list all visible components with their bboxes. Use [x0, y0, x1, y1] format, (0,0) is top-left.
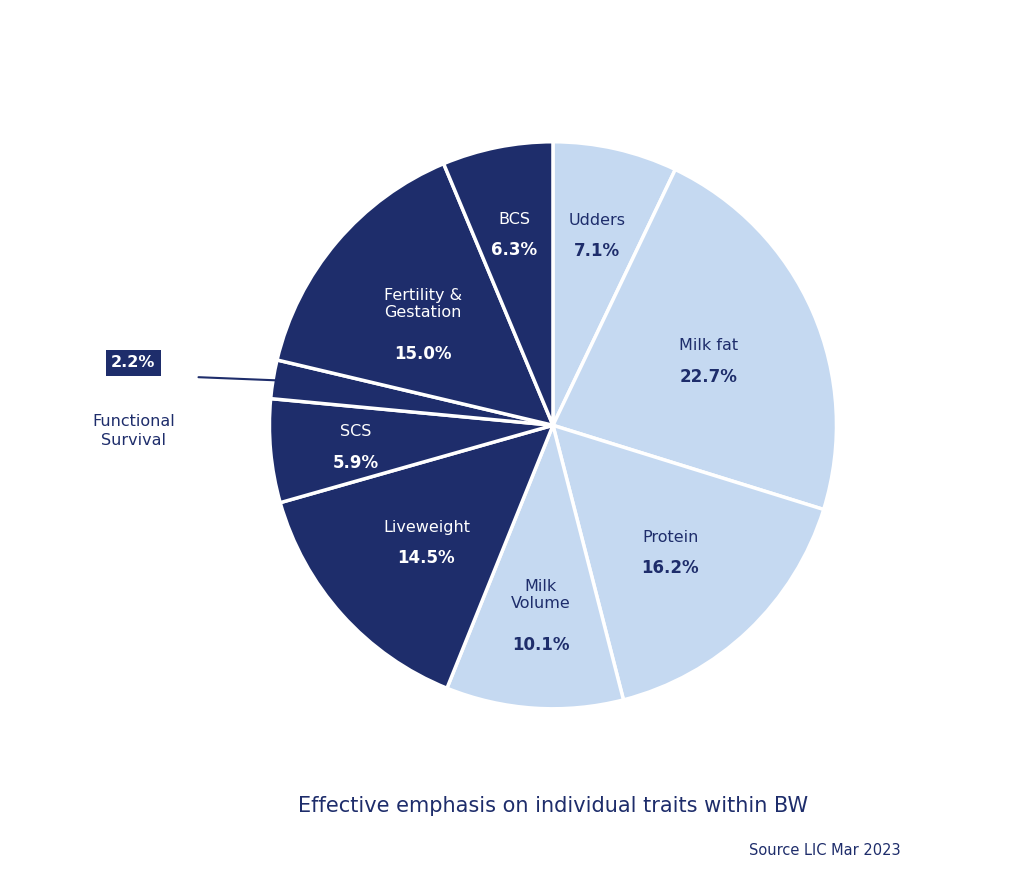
Wedge shape — [553, 142, 675, 425]
Text: Source LIC Mar 2023: Source LIC Mar 2023 — [750, 843, 901, 858]
Text: SCS: SCS — [340, 424, 371, 439]
Text: 10.1%: 10.1% — [512, 636, 569, 654]
Text: 16.2%: 16.2% — [641, 559, 699, 577]
Text: BCS: BCS — [498, 212, 530, 227]
Wedge shape — [553, 169, 837, 509]
Text: 5.9%: 5.9% — [332, 454, 379, 471]
Text: Fertility &
Gestation: Fertility & Gestation — [384, 288, 462, 320]
Wedge shape — [446, 425, 624, 709]
Text: Functional
Survival: Functional Survival — [92, 414, 175, 447]
Wedge shape — [270, 360, 553, 425]
Wedge shape — [269, 399, 553, 502]
Wedge shape — [281, 425, 553, 688]
Text: 14.5%: 14.5% — [397, 549, 456, 567]
Text: Milk
Volume: Milk Volume — [511, 579, 570, 611]
Text: 22.7%: 22.7% — [680, 368, 738, 385]
Text: Effective emphasis on individual traits within BW: Effective emphasis on individual traits … — [298, 797, 808, 816]
Text: 6.3%: 6.3% — [490, 241, 537, 259]
Text: 15.0%: 15.0% — [394, 345, 452, 362]
Wedge shape — [553, 425, 823, 700]
Text: Milk fat: Milk fat — [679, 338, 738, 354]
Text: 7.1%: 7.1% — [573, 242, 620, 260]
Wedge shape — [278, 164, 553, 425]
Text: Udders: Udders — [568, 213, 626, 228]
Wedge shape — [443, 142, 553, 425]
Text: Protein: Protein — [642, 530, 698, 545]
Text: 2.2%: 2.2% — [112, 355, 156, 370]
Text: Liveweight: Liveweight — [383, 520, 470, 535]
